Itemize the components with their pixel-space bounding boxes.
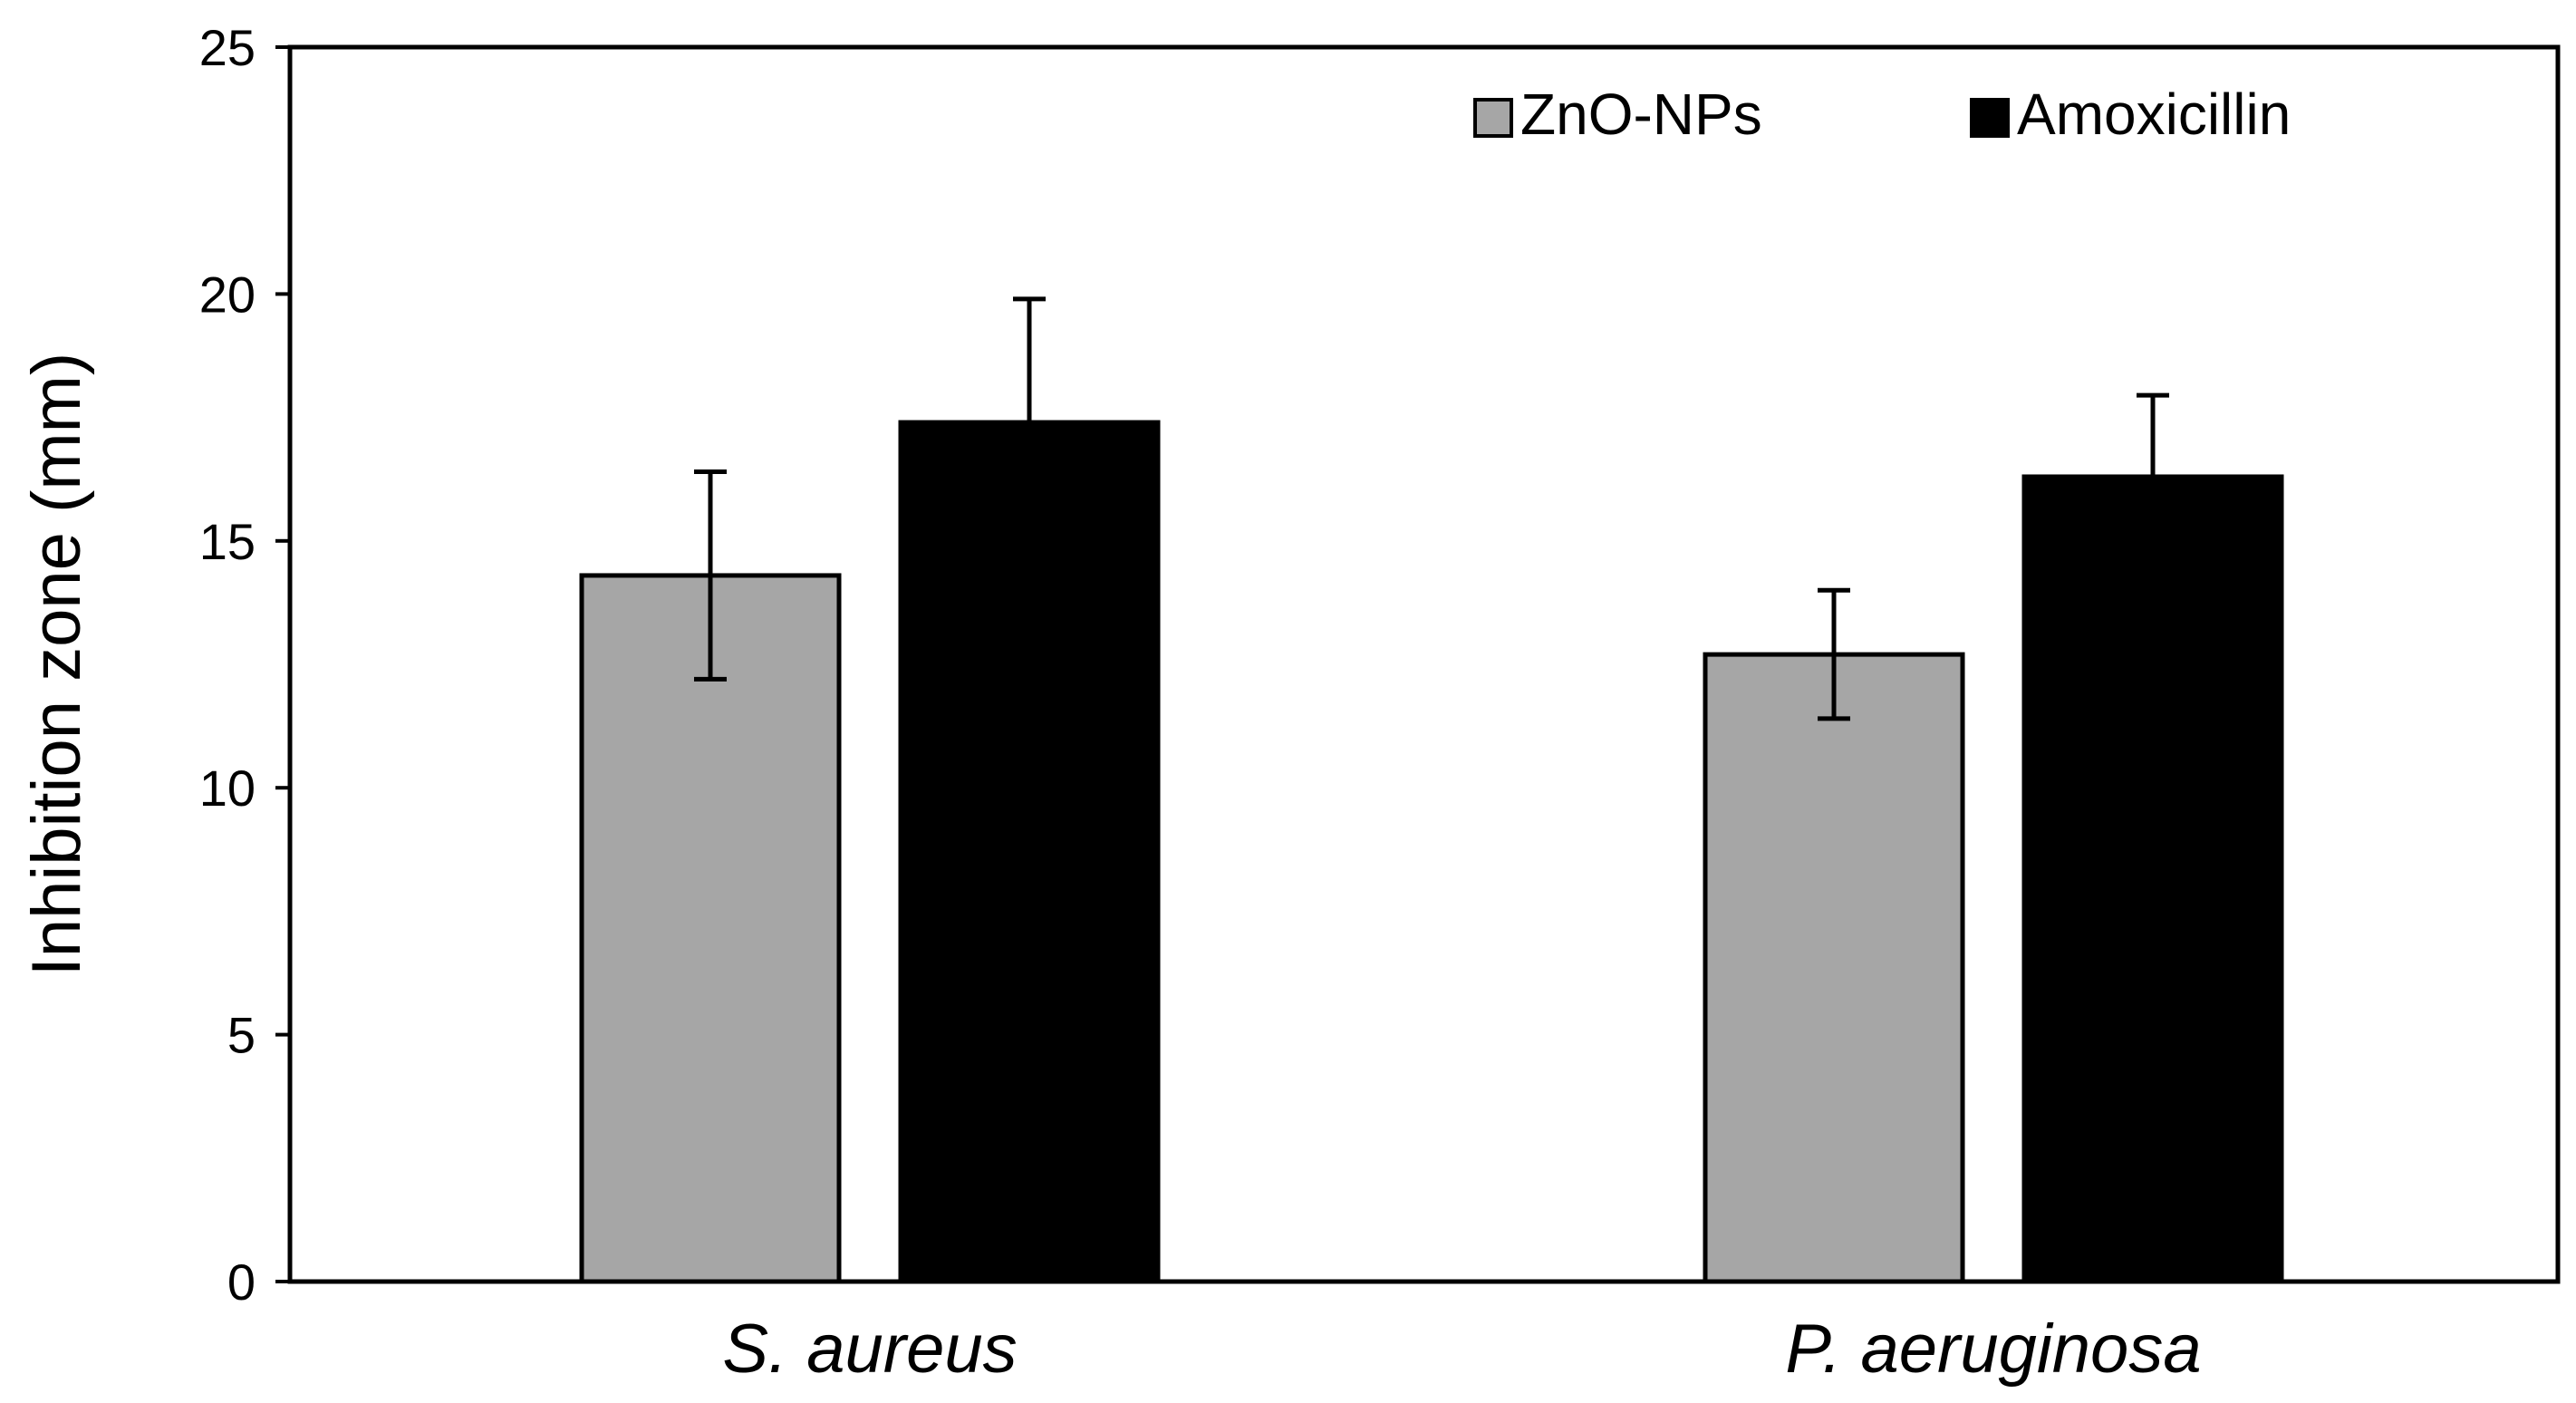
- bars: [579, 296, 2284, 1284]
- y-tick-label: 10: [199, 760, 256, 817]
- legend: ZnO-NPs Amoxicillin: [1473, 82, 2291, 147]
- legend-label: Amoxicillin: [2017, 82, 2291, 147]
- y-tick-label: 25: [199, 19, 256, 76]
- bar: [898, 420, 1161, 1284]
- x-category-label: S. aureus: [722, 1311, 1017, 1388]
- x-axis-labels: S. aureus P. aeruginosa: [722, 1311, 2201, 1388]
- legend-label: ZnO-NPs: [1520, 82, 1762, 147]
- plot-area-frame: [287, 44, 2561, 1284]
- y-axis: 0 5 10 15 20 25: [199, 19, 290, 1311]
- y-axis-title: Inhibition zone (mm): [18, 353, 95, 977]
- bar: [2021, 474, 2284, 1284]
- y-tick-label: 5: [227, 1007, 256, 1064]
- y-tick-label: 0: [227, 1253, 256, 1311]
- y-tick-label: 20: [199, 266, 256, 323]
- legend-swatch: [1473, 98, 1513, 138]
- x-category-label: P. aeruginosa: [1785, 1311, 2201, 1388]
- y-tick-label: 15: [199, 513, 256, 570]
- legend-swatch: [1970, 98, 2010, 138]
- bar: [1703, 652, 1965, 1284]
